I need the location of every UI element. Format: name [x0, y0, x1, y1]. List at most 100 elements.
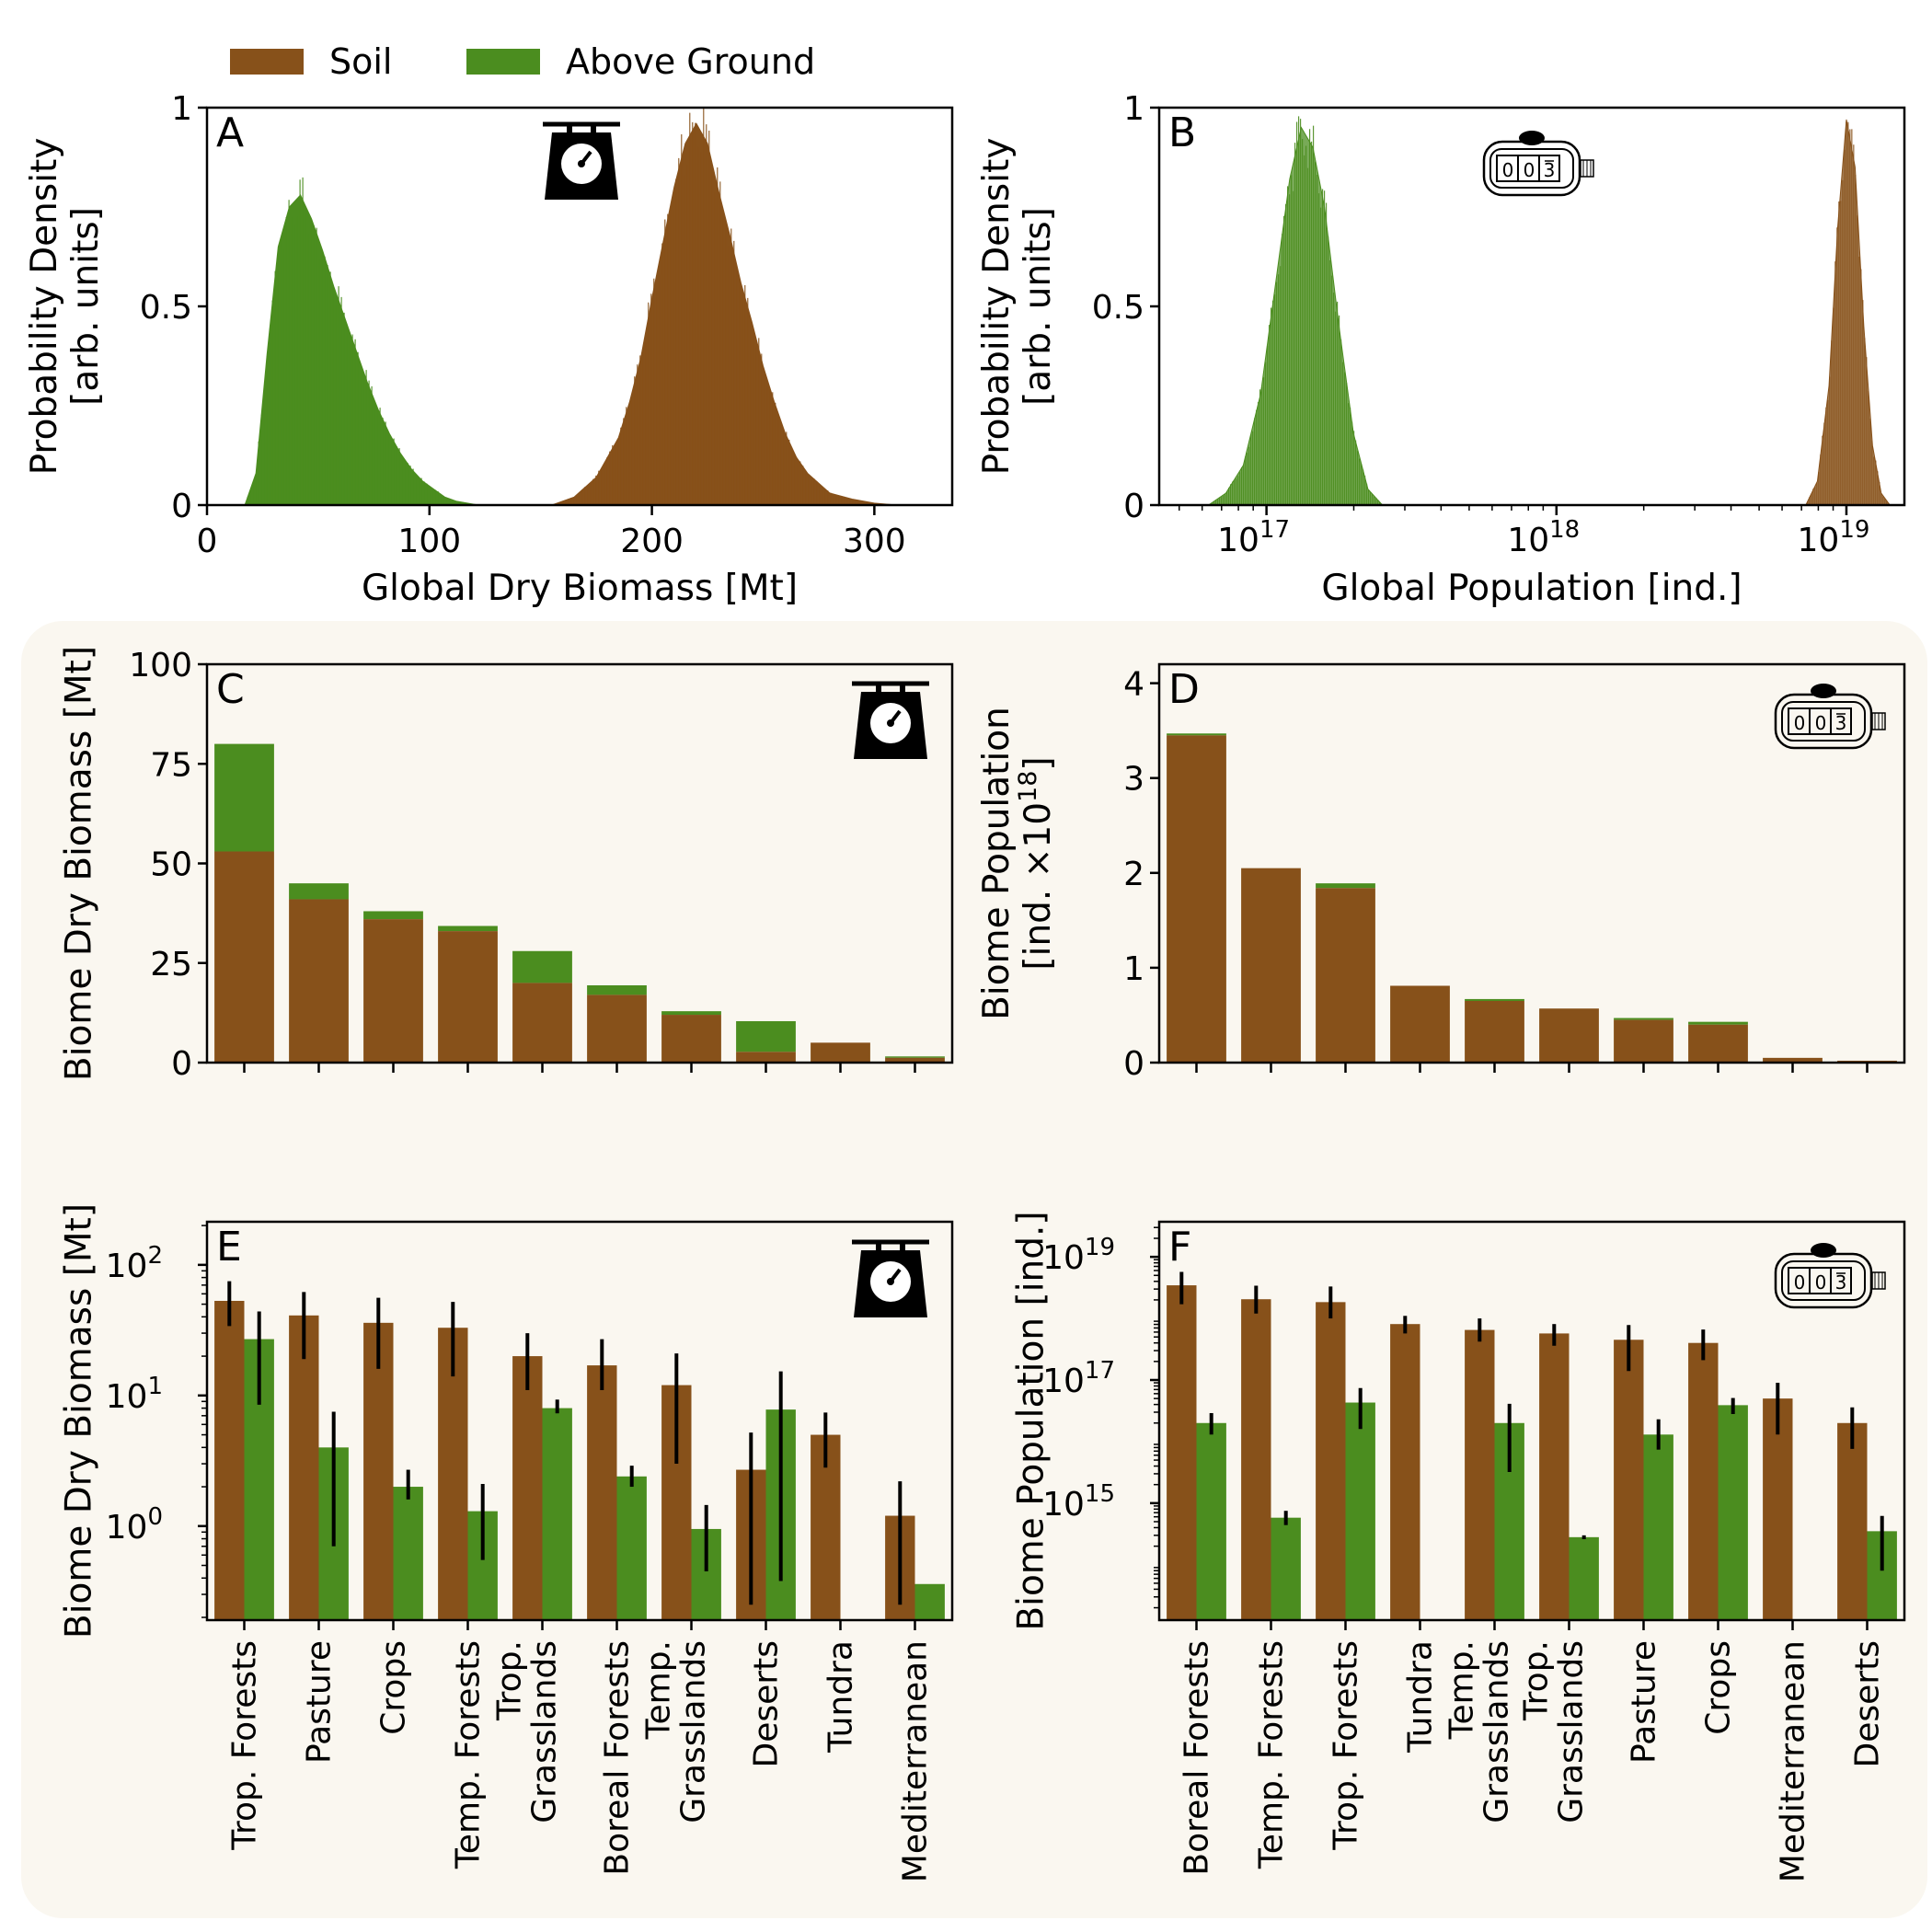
bar-soil — [512, 1356, 543, 1620]
x-tick-label: Pasture — [301, 1640, 339, 1764]
panel-label: A — [216, 109, 244, 156]
x-axis-label: Global Dry Biomass [Mt] — [362, 568, 798, 609]
bar-soil — [885, 1057, 945, 1063]
bar-soil — [1763, 1057, 1823, 1063]
bar-soil — [811, 1042, 870, 1063]
x-tick-label: Temp. Forests — [450, 1640, 488, 1869]
bar-above-ground — [1271, 1517, 1301, 1620]
y-axis-label: Probability Density[arb. units] — [976, 138, 1059, 476]
bar-soil — [363, 919, 423, 1063]
counter-window — [1496, 155, 1560, 182]
bar-above-ground — [1345, 1402, 1375, 1620]
legend-swatch-above-ground — [466, 49, 540, 75]
panel-c: 0 25 50 75 100 Biome Dry Biomass [Mt] C — [59, 646, 954, 1083]
y-tick-label: 3 — [1123, 761, 1144, 799]
bar-soil — [438, 931, 498, 1063]
panel-label: F — [1168, 1224, 1191, 1271]
x-tick-label: Tundra — [1402, 1640, 1440, 1754]
bar-above-ground — [1718, 1405, 1748, 1620]
legend: Soil Above Ground — [230, 41, 815, 82]
x-tick-label: Tundra — [822, 1640, 860, 1754]
weighing-scale-icon — [852, 681, 929, 759]
bar-soil — [1390, 1324, 1420, 1620]
axes-frame — [1157, 1220, 1906, 1622]
density-area-soil — [551, 122, 897, 506]
scale-post-right — [900, 1243, 905, 1251]
bar-soil — [1167, 735, 1226, 1063]
x-tick-label: Trop. Forests — [226, 1640, 264, 1851]
y-tick-label: 1017 — [1042, 1357, 1115, 1400]
counter-outer — [1774, 693, 1873, 750]
axes-frame — [1157, 662, 1906, 1064]
scale-post-left — [876, 684, 881, 693]
x-tick-label: Deserts — [1849, 1640, 1887, 1767]
bar-soil — [1390, 985, 1450, 1063]
bar-soil — [438, 1328, 468, 1620]
bar-above-ground — [661, 1011, 721, 1016]
panel-label: C — [216, 666, 245, 713]
y-tick-label: 101 — [106, 1373, 163, 1416]
legend-label-above-ground: Above Ground — [566, 41, 815, 82]
x-tick-label: Mediterranean — [1775, 1640, 1812, 1882]
counter-digit: 3 — [1835, 712, 1847, 734]
x-tick-label: Boreal Forests — [599, 1640, 637, 1876]
bar-soil — [587, 995, 647, 1063]
scale-post-left — [567, 125, 572, 133]
bar-soil — [1763, 1398, 1793, 1620]
bar-above-ground — [1196, 1422, 1226, 1620]
weighing-scale-icon — [543, 121, 620, 200]
axes-frame — [205, 1220, 954, 1622]
y-tick-label: 0 — [171, 488, 192, 525]
counter-digit: 0 — [1815, 712, 1827, 734]
bar-above-ground — [512, 950, 572, 983]
counter-digit: 0 — [1815, 1271, 1827, 1294]
bar-soil — [1465, 1329, 1495, 1620]
x-tick-label: Crops — [1700, 1640, 1738, 1735]
bar-soil — [289, 1315, 319, 1620]
counter-digit: 0 — [1794, 1271, 1806, 1294]
bar-soil — [214, 851, 274, 1063]
bar-above-ground — [1569, 1536, 1599, 1620]
x-tick-label: Trop.Grasslands — [1518, 1640, 1591, 1823]
y-tick-label: 0 — [1123, 1045, 1144, 1083]
y-tick-label: 75 — [150, 746, 192, 784]
legend-label-soil: Soil — [329, 41, 393, 82]
y-tick-label: 25 — [150, 946, 192, 983]
x-tick-label: Deserts — [748, 1640, 786, 1767]
bar-above-ground — [438, 926, 498, 932]
x-tick-label: Temp. Forests — [1253, 1640, 1291, 1869]
x-tick-label: 0 — [197, 523, 218, 560]
counter-inner — [1781, 701, 1866, 742]
bar-soil — [587, 1365, 617, 1620]
y-axis-label: Biome Population [ind.] — [1011, 1211, 1052, 1630]
counter-window — [1788, 707, 1852, 735]
counter-button — [1811, 684, 1836, 698]
x-tick-label: Mediterranean — [897, 1640, 935, 1882]
y-tick-label: 1015 — [1042, 1480, 1115, 1524]
y-tick-label: 1019 — [1042, 1234, 1115, 1277]
bar-soil — [1837, 1422, 1868, 1620]
bar-above-ground — [587, 984, 647, 995]
y-tick-label: 0.5 — [1092, 289, 1144, 327]
counter-digit: 0 — [1502, 159, 1514, 181]
y-tick-label: 0.5 — [140, 289, 192, 327]
bar-soil — [214, 1300, 245, 1620]
density-area-above — [244, 194, 479, 506]
y-tick-label: 100 — [106, 1503, 163, 1547]
x-tick-label: 1017 — [1217, 516, 1290, 559]
panel-label: E — [216, 1224, 242, 1271]
y-tick-label: 1 — [1123, 90, 1144, 128]
bar-soil — [1539, 1333, 1570, 1620]
counter-digit: 0 — [1794, 712, 1806, 734]
bar-soil — [289, 899, 349, 1063]
bar-above-ground — [914, 1583, 945, 1620]
counter-outer — [1482, 140, 1581, 197]
bar-above-ground — [1643, 1434, 1673, 1620]
counter-outer — [1774, 1252, 1873, 1309]
y-tick-label: 1 — [1123, 950, 1144, 988]
y-axis-label: Biome Population[ind. ×1018] — [976, 707, 1059, 1020]
x-tick-label: Crops — [375, 1640, 413, 1735]
counter-digit: 3 — [1544, 159, 1556, 181]
